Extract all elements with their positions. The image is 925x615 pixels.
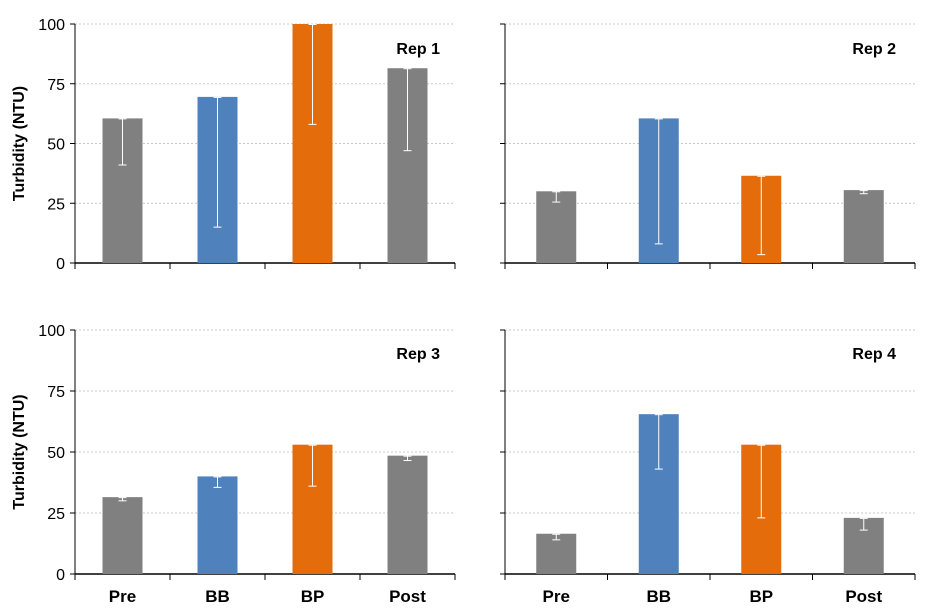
bar-pre bbox=[536, 191, 577, 263]
panel-title: Rep 4 bbox=[852, 346, 896, 363]
bar-post bbox=[387, 455, 428, 574]
chart-panel-1: 0 25 50 75 100 Rep 1 Turbidity (NTU) bbox=[11, 17, 456, 273]
bar-pre bbox=[536, 533, 577, 574]
category-label: BP bbox=[749, 587, 773, 606]
y-tick-label: 0 bbox=[56, 567, 65, 584]
category-label: BB bbox=[646, 587, 671, 606]
y-tick-label: 25 bbox=[47, 196, 65, 213]
y-tick-label: 25 bbox=[47, 506, 65, 523]
category-label: Post bbox=[845, 587, 882, 606]
category-label: BB bbox=[205, 587, 230, 606]
category-label: Post bbox=[389, 587, 426, 606]
y-tick-label: 50 bbox=[47, 137, 65, 154]
chart-panel-2: Rep 2 bbox=[500, 23, 916, 269]
bar-post bbox=[843, 190, 884, 263]
y-tick-label: 75 bbox=[47, 384, 65, 401]
y-tick-label: 0 bbox=[56, 256, 65, 273]
y-axis-title: Turbidity (NTU) bbox=[11, 86, 28, 201]
panel-title: Rep 3 bbox=[396, 346, 440, 363]
category-label: Pre bbox=[543, 587, 570, 606]
y-tick-label: 75 bbox=[47, 77, 65, 94]
chart-panel-4: Pre BB BP Post Rep 4 bbox=[500, 329, 916, 606]
bar-bb bbox=[197, 476, 238, 574]
panel-title: Rep 2 bbox=[852, 41, 896, 58]
chart-panel-3: 0 25 50 75 100 Pre BB BP Post Rep 3 Turbidity (NTU… bbox=[11, 323, 456, 606]
y-tick-label: 50 bbox=[47, 445, 65, 462]
panel-title: Rep 1 bbox=[396, 41, 440, 58]
y-tick-label: 100 bbox=[38, 323, 65, 340]
category-label: BP bbox=[301, 587, 325, 606]
y-axis-title: Turbidity (NTU) bbox=[11, 394, 28, 509]
category-label: Pre bbox=[109, 587, 136, 606]
y-tick-label: 100 bbox=[38, 17, 65, 34]
bar-pre bbox=[102, 497, 143, 574]
